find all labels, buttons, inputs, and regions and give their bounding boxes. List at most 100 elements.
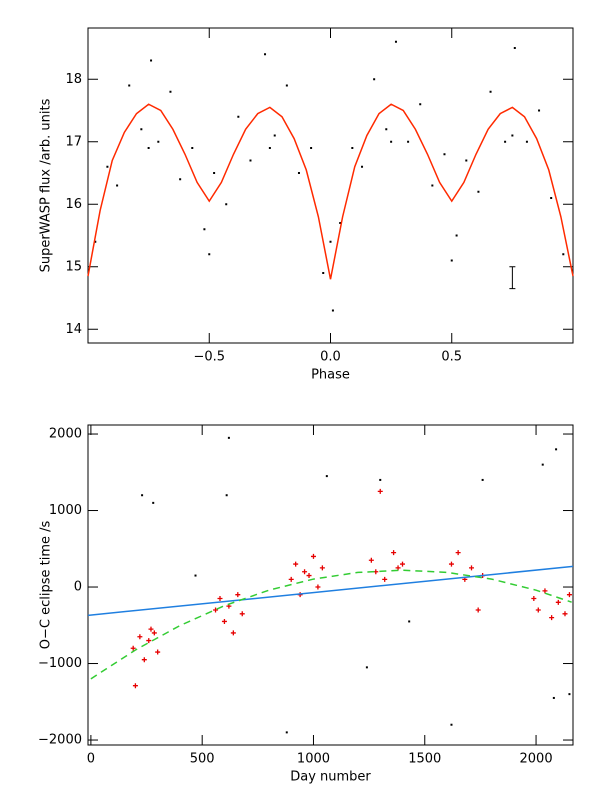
data-point <box>469 565 475 571</box>
y-tick-label: −1000 <box>38 656 82 671</box>
data-point <box>302 569 308 575</box>
data-point <box>319 565 325 571</box>
data-point <box>562 253 565 256</box>
data-point <box>203 228 206 231</box>
data-point <box>504 140 507 143</box>
y-tick-label: 14 <box>65 322 82 337</box>
data-point <box>365 666 368 669</box>
data-point <box>322 272 325 274</box>
data-point <box>116 184 119 187</box>
y-tick-label: 1000 <box>49 503 82 518</box>
data-point <box>489 90 492 93</box>
x-tick-label: 1500 <box>408 752 441 767</box>
data-point <box>351 147 354 149</box>
data-point <box>408 620 411 623</box>
data-point <box>525 140 528 143</box>
data-point <box>513 47 516 49</box>
data-point <box>379 478 382 481</box>
data-point <box>538 109 541 112</box>
y-axis-label: O−C eclipse time /s <box>39 521 54 650</box>
data-point <box>141 657 147 663</box>
data-point <box>407 140 410 143</box>
data-point <box>147 147 150 149</box>
data-point <box>268 147 271 149</box>
data-point <box>448 561 454 567</box>
data-point <box>106 165 109 168</box>
x-tick-label: 2000 <box>520 752 553 767</box>
data-point <box>552 696 555 699</box>
data-point <box>382 576 388 582</box>
data-point <box>225 494 228 497</box>
data-point <box>130 645 136 651</box>
fit-line <box>87 103 574 280</box>
data-point <box>288 576 294 582</box>
error-bar <box>509 266 516 290</box>
data-point <box>151 630 157 636</box>
data-point <box>511 134 514 137</box>
data-point <box>531 596 537 602</box>
data-point <box>235 592 241 598</box>
data-point <box>361 165 364 168</box>
data-point <box>285 84 288 87</box>
data-point <box>329 240 332 243</box>
data-point <box>419 103 422 106</box>
data-point <box>213 607 219 613</box>
data-point <box>566 592 572 598</box>
x-axis-label: Phase <box>311 368 350 383</box>
data-point <box>315 584 321 590</box>
data-point <box>373 78 376 81</box>
data-point <box>368 557 374 563</box>
data-point <box>264 53 267 56</box>
data-point <box>535 607 541 613</box>
data-point <box>179 178 182 181</box>
data-point <box>221 618 227 624</box>
data-point <box>146 638 152 644</box>
data-point <box>541 463 544 466</box>
y-tick-label: 0 <box>74 580 82 595</box>
data-point <box>400 561 406 567</box>
data-point <box>390 140 393 143</box>
data-point <box>431 184 434 187</box>
x-tick-label: 1000 <box>297 752 330 767</box>
data-point <box>465 159 468 162</box>
fit-line <box>87 565 574 617</box>
data-point <box>395 565 401 571</box>
data-point <box>273 134 276 137</box>
data-point <box>227 436 230 439</box>
data-point <box>150 59 153 62</box>
data-point <box>128 84 131 87</box>
data-point <box>450 723 453 726</box>
data-point <box>148 626 154 632</box>
data-point <box>394 40 397 43</box>
data-point <box>562 611 568 617</box>
data-point <box>94 240 97 243</box>
data-point <box>306 573 312 579</box>
plot-frame <box>87 27 574 344</box>
data-point <box>132 683 138 689</box>
data-point <box>237 115 240 118</box>
data-point <box>155 649 161 655</box>
data-point <box>297 172 300 174</box>
x-axis-label: Day number <box>290 770 371 785</box>
data-point <box>141 494 144 497</box>
data-point <box>555 599 561 605</box>
data-point <box>230 630 236 636</box>
y-axis-label: SuperWASP flux /arb. units <box>39 98 54 272</box>
plot-frame <box>87 424 574 746</box>
data-point <box>194 574 197 577</box>
data-point <box>310 147 313 149</box>
data-point <box>310 553 316 559</box>
data-point <box>325 475 328 478</box>
x-tick-label: 500 <box>190 752 215 767</box>
data-point <box>549 615 555 621</box>
data-point <box>555 448 558 451</box>
data-point <box>239 611 245 617</box>
data-point <box>137 634 143 640</box>
y-tick-label: 16 <box>65 197 82 212</box>
x-tick-label: 0.5 <box>441 350 462 365</box>
y-tick-label: 15 <box>65 259 82 274</box>
data-point <box>217 596 223 602</box>
data-point <box>152 501 155 504</box>
data-point <box>331 309 334 312</box>
